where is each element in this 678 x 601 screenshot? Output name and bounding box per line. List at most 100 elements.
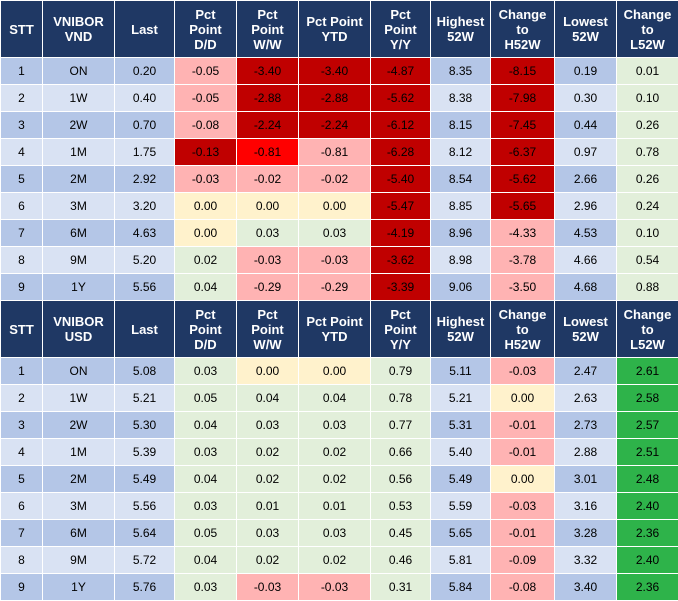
cell-yy: -6.12 [371, 112, 431, 139]
cell-term: 6M [43, 520, 115, 547]
cell-last: 0.40 [115, 85, 175, 112]
cell-last: 5.21 [115, 385, 175, 412]
cell-yy: 0.46 [371, 547, 431, 574]
cell-low: 2.47 [555, 358, 617, 385]
cell-stt: 8 [1, 247, 43, 274]
cell-last: 5.39 [115, 439, 175, 466]
cell-ch: -5.65 [491, 193, 555, 220]
cell-last: 3.20 [115, 193, 175, 220]
cell-term: 6M [43, 220, 115, 247]
cell-dd: 0.03 [175, 574, 237, 601]
cell-yy: 0.78 [371, 385, 431, 412]
cell-yy: 0.45 [371, 520, 431, 547]
header-line: Pct [175, 7, 236, 22]
header-line: Pct [237, 7, 298, 22]
cell-dd: 0.05 [175, 385, 237, 412]
cell-low: 0.97 [555, 139, 617, 166]
cell-yy: 0.56 [371, 466, 431, 493]
cell-term: 1M [43, 139, 115, 166]
cell-last: 5.49 [115, 466, 175, 493]
cell-high: 5.81 [431, 547, 491, 574]
cell-ch: -3.50 [491, 274, 555, 301]
cell-term: ON [43, 58, 115, 85]
header-line: USD [43, 329, 114, 344]
cell-cl: 2.58 [617, 385, 678, 412]
cell-ch: -0.08 [491, 574, 555, 601]
cell-cl: 2.57 [617, 412, 678, 439]
cell-high: 5.31 [431, 412, 491, 439]
cell-ytd: -0.03 [299, 574, 371, 601]
cell-last: 5.08 [115, 358, 175, 385]
cell-ww: 0.02 [237, 439, 299, 466]
header-line: Pct [175, 307, 236, 322]
cell-term: 1Y [43, 574, 115, 601]
cell-cl: 0.88 [617, 274, 678, 301]
cell-ch: -0.01 [491, 439, 555, 466]
cell-cl: 2.40 [617, 493, 678, 520]
cell-yy: -4.19 [371, 220, 431, 247]
cell-ytd: -3.40 [299, 58, 371, 85]
cell-term: 2W [43, 412, 115, 439]
cell-ww: -0.29 [237, 274, 299, 301]
cell-stt: 4 [1, 439, 43, 466]
cell-term: 9M [43, 547, 115, 574]
cell-ch: -4.33 [491, 220, 555, 247]
cell-last: 4.63 [115, 220, 175, 247]
cell-high: 5.21 [431, 385, 491, 412]
cell-high: 8.98 [431, 247, 491, 274]
cell-low: 0.44 [555, 112, 617, 139]
cell-low: 4.53 [555, 220, 617, 247]
cell-dd: 0.05 [175, 520, 237, 547]
cell-ww: 0.02 [237, 547, 299, 574]
cell-high: 8.12 [431, 139, 491, 166]
cell-ch: -6.37 [491, 139, 555, 166]
cell-yy: -4.87 [371, 58, 431, 85]
cell-cl: 0.10 [617, 85, 678, 112]
cell-dd: -0.05 [175, 58, 237, 85]
header-line: to [617, 22, 678, 37]
cell-cl: 2.51 [617, 439, 678, 466]
header-line: Point [237, 22, 298, 37]
cell-stt: 1 [1, 358, 43, 385]
cell-ytd: 0.03 [299, 412, 371, 439]
cell-ch: -0.01 [491, 412, 555, 439]
cell-term: 1W [43, 85, 115, 112]
header-line: 52W [431, 29, 490, 44]
cell-term: 2M [43, 166, 115, 193]
header-line: Last [115, 22, 174, 37]
cell-ytd: 0.00 [299, 358, 371, 385]
header-line: Change [491, 7, 554, 22]
cell-term: 3M [43, 193, 115, 220]
header-line: W/W [237, 337, 298, 352]
header-line: Pct Point [299, 314, 370, 329]
cell-ww: -2.88 [237, 85, 299, 112]
cell-high: 5.11 [431, 358, 491, 385]
cell-dd: 0.04 [175, 466, 237, 493]
cell-ww: 0.03 [237, 520, 299, 547]
cell-yy: -3.39 [371, 274, 431, 301]
header-line: Point [237, 322, 298, 337]
header-line: Y/Y [371, 37, 430, 52]
header-line: D/D [175, 37, 236, 52]
cell-ww: 0.02 [237, 466, 299, 493]
cell-stt: 5 [1, 466, 43, 493]
cell-high: 9.06 [431, 274, 491, 301]
cell-stt: 2 [1, 385, 43, 412]
cell-yy: 0.79 [371, 358, 431, 385]
cell-term: 1M [43, 439, 115, 466]
cell-low: 0.19 [555, 58, 617, 85]
cell-high: 8.96 [431, 220, 491, 247]
